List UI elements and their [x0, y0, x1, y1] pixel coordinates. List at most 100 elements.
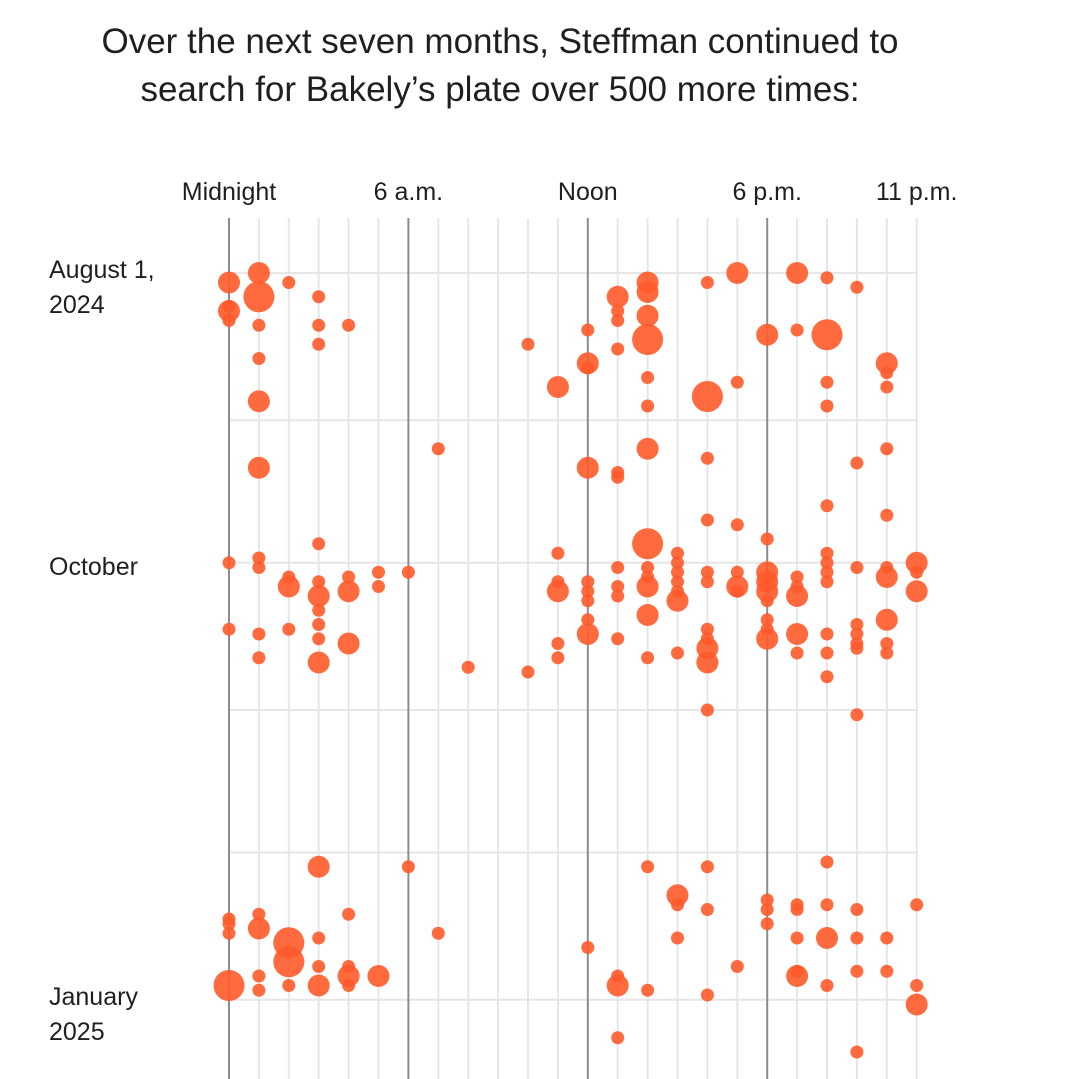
search-dot [880, 380, 894, 394]
search-dot [636, 575, 659, 598]
search-dot [820, 499, 834, 513]
search-dot [730, 565, 744, 579]
search-dot [461, 660, 475, 674]
search-dot [312, 337, 326, 351]
search-dot [581, 323, 595, 337]
search-dot [521, 337, 535, 351]
search-dot [551, 637, 565, 650]
date-row-label: 2024 [49, 291, 105, 319]
search-dot [641, 371, 655, 384]
search-dot [277, 575, 300, 598]
search-dot [611, 304, 625, 318]
search-dot [691, 381, 723, 412]
search-dot [636, 604, 659, 626]
search-dot [756, 627, 779, 650]
search-dot [636, 281, 659, 303]
search-dot [730, 375, 744, 389]
search-dot [880, 646, 894, 660]
search-dot [875, 352, 898, 375]
hour-tick-label: 6 p.m. [732, 178, 801, 206]
search-dot [367, 965, 390, 987]
search-dot [342, 318, 356, 332]
search-dot [372, 565, 385, 579]
search-dot [581, 594, 595, 608]
search-dot [811, 319, 843, 351]
chart-title: Over the next seven months, Steffman con… [0, 18, 1000, 114]
search-dot [760, 903, 774, 916]
search-dot [312, 603, 326, 617]
search-dot [790, 323, 804, 337]
search-dot [401, 565, 415, 579]
search-dot [372, 580, 385, 593]
search-dot [790, 903, 804, 916]
search-dot [671, 565, 684, 579]
search-dot [760, 917, 774, 931]
search-dot [671, 575, 684, 589]
search-dot [222, 926, 236, 940]
search-dot [312, 931, 326, 945]
search-dot [576, 623, 599, 645]
search-dot [636, 304, 659, 327]
search-dot [850, 456, 864, 470]
search-dot [342, 570, 356, 584]
search-dot [551, 546, 565, 560]
search-dot [850, 931, 864, 945]
search-dot [243, 281, 275, 313]
search-dot [641, 860, 655, 874]
search-dot [910, 898, 924, 912]
search-dot [760, 594, 774, 608]
search-dot [880, 442, 894, 456]
search-dot [611, 342, 625, 356]
search-dots [213, 262, 928, 1059]
search-dot [641, 651, 655, 665]
search-dot [312, 290, 326, 304]
search-dot [700, 622, 714, 636]
search-dot [786, 585, 809, 607]
search-dot [606, 285, 629, 308]
search-dot [880, 964, 894, 978]
search-dot [312, 537, 326, 551]
search-dot [700, 903, 714, 916]
search-dot [576, 456, 599, 479]
search-dot [880, 931, 894, 945]
search-dot [850, 1045, 864, 1059]
date-row-label: 2025 [49, 1018, 105, 1046]
search-dot [213, 970, 245, 1001]
search-dot [671, 646, 684, 660]
search-dot [880, 366, 894, 380]
search-dot [850, 627, 864, 641]
search-dot [700, 860, 714, 874]
search-dot [641, 983, 655, 997]
date-row-label: October [49, 553, 138, 581]
search-dot [760, 532, 774, 546]
search-dot [312, 618, 326, 631]
search-dot [581, 941, 595, 954]
date-row-label: January [49, 983, 138, 1011]
search-dot [521, 665, 535, 679]
search-dot [850, 903, 864, 916]
search-dot [546, 580, 569, 603]
search-dot [307, 585, 330, 607]
search-dot [820, 575, 834, 589]
search-dot [247, 917, 270, 940]
search-dot [820, 646, 834, 660]
search-dot [641, 399, 655, 413]
search-dot [546, 376, 569, 398]
search-dot [337, 965, 360, 987]
search-dot [760, 613, 774, 627]
search-dot [342, 907, 356, 921]
search-dot [730, 960, 744, 973]
search-dot [905, 551, 928, 574]
search-dot [910, 979, 924, 992]
search-dot [282, 979, 296, 992]
search-dot [252, 561, 266, 574]
search-dot [786, 965, 809, 987]
search-dot [756, 580, 779, 603]
search-dot [880, 508, 894, 522]
search-dot [611, 470, 625, 484]
search-dot [337, 580, 360, 603]
search-dot [312, 960, 326, 973]
search-dot [820, 546, 834, 560]
grid-lines [228, 218, 918, 1079]
search-dot [632, 528, 664, 560]
